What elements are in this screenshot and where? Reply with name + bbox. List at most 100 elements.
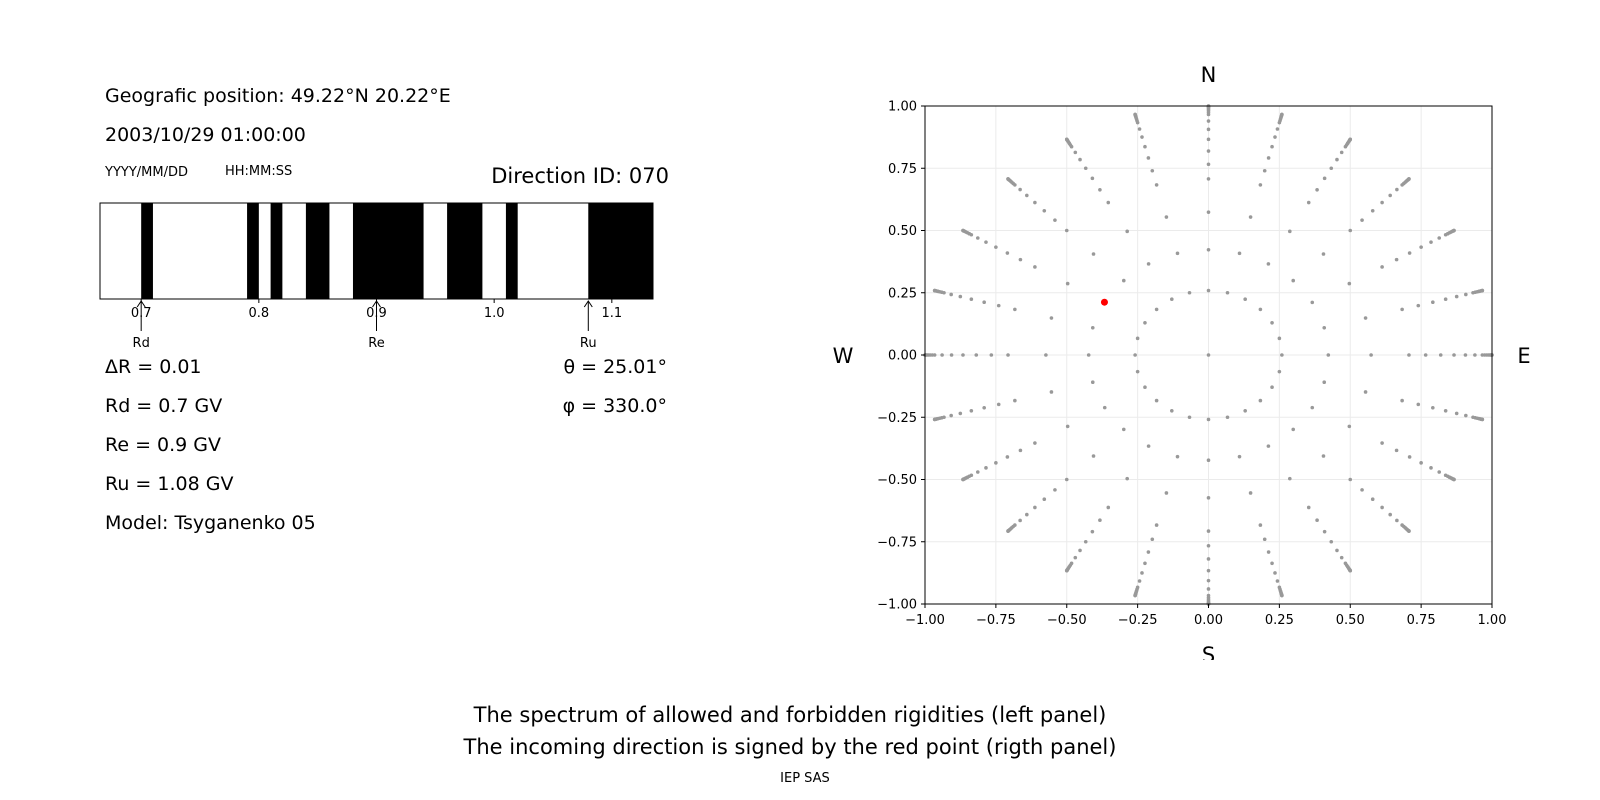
- direction-grid-point: [982, 300, 986, 305]
- direction-grid-point: [1369, 353, 1373, 357]
- direction-grid-point: [1262, 537, 1267, 542]
- direction-grid-point: [1248, 491, 1253, 495]
- delta-r-value: ΔR = 0.01: [105, 356, 202, 378]
- direction-grid-point: [932, 417, 937, 422]
- direction-grid-point: [1407, 455, 1412, 459]
- direction-grid-point: [1452, 228, 1456, 233]
- direction-grid-point: [1363, 316, 1368, 320]
- compass-west: W: [833, 344, 854, 368]
- direction-grid-point: [989, 353, 994, 357]
- direction-grid-point: [1273, 571, 1277, 575]
- direction-grid-point: [1407, 353, 1411, 357]
- direction-grid-point: [1306, 200, 1311, 205]
- direction-grid-point: [1206, 543, 1211, 548]
- direction-grid-point: [1431, 405, 1435, 410]
- direction-grid-point: [1394, 448, 1399, 453]
- direction-grid-point: [1206, 529, 1211, 533]
- direction-grid-point: [1347, 281, 1352, 286]
- direction-grid-point: [1106, 200, 1111, 205]
- marker-arrow-head: [136, 300, 146, 308]
- x-tick-label: 1.00: [1478, 613, 1507, 628]
- direction-grid-point: [1258, 183, 1263, 187]
- direction-grid-point: [1140, 135, 1144, 139]
- direction-grid-point: [1018, 518, 1022, 523]
- direction-grid-point: [1018, 187, 1022, 192]
- direction-grid-point: [1098, 518, 1102, 522]
- direction-grid-point: [1206, 288, 1211, 293]
- direction-grid-point: [1275, 127, 1280, 131]
- direction-grid-point: [1321, 454, 1326, 458]
- direction-grid-point: [1042, 497, 1047, 502]
- direction-grid-point: [1258, 523, 1263, 527]
- marker-arrow-head: [372, 300, 381, 308]
- direction-grid-point: [958, 294, 963, 299]
- direction-grid-points: [923, 104, 1494, 606]
- direction-grid-point: [1206, 578, 1211, 583]
- direction-grid-point: [1322, 529, 1327, 534]
- direction-grid-point: [1091, 252, 1096, 256]
- direction-grid-point: [1407, 177, 1411, 181]
- rigidity-spectrum-chart: 0.7 0.8 0.9 1.0 1.1 Rd Re Ru: [99, 202, 654, 351]
- direction-grid-point: [996, 402, 1001, 407]
- direction-grid-point: [1243, 409, 1247, 413]
- compass-south: S: [1202, 643, 1215, 660]
- direction-grid-point: [1443, 297, 1448, 301]
- direction-grid-point: [1400, 307, 1404, 312]
- marker-arrow-head: [583, 300, 593, 308]
- forbidden-band: [247, 203, 259, 299]
- direction-grid-point: [1102, 405, 1107, 410]
- direction-grid-point: [1419, 461, 1423, 465]
- direction-grid-point: [1033, 441, 1037, 445]
- direction-grid-point: [1133, 353, 1137, 357]
- spectrum-markers: Rd Re Ru: [133, 300, 597, 351]
- direction-grid-point: [1133, 593, 1137, 598]
- spectrum-ticks: 0.7 0.8 0.9 1.0 1.1: [131, 299, 622, 321]
- y-tick-label: 0.00: [888, 349, 917, 364]
- direction-grid-point: [1335, 548, 1339, 553]
- direction-grid-point: [1306, 505, 1311, 510]
- direction-grid-point: [1154, 183, 1159, 187]
- direction-grid-point: [1146, 156, 1151, 160]
- direction-grid-point: [1064, 137, 1069, 142]
- direction-grid-point: [1206, 557, 1211, 561]
- direction-grid-point: [1033, 265, 1037, 269]
- direction-grid-point: [1437, 236, 1442, 240]
- direction-grid-point: [1463, 353, 1468, 357]
- direction-grid-point: [1429, 466, 1433, 470]
- direction-grid-point: [1348, 568, 1353, 573]
- direction-grid-point: [1225, 290, 1230, 295]
- direction-grid-point: [1400, 398, 1404, 403]
- direction-grid-point: [1170, 297, 1174, 301]
- direction-grid-point: [1248, 215, 1253, 219]
- direction-grid-point: [1025, 512, 1029, 517]
- direction-grid-point: [1175, 454, 1180, 459]
- direction-grid-point: [1464, 413, 1468, 418]
- direction-grid-point: [1083, 166, 1088, 171]
- forbidden-band: [588, 203, 653, 299]
- x-tick-label: −0.50: [1047, 613, 1087, 628]
- direction-grid-point: [1206, 458, 1211, 463]
- direction-grid-point: [1135, 336, 1140, 341]
- direction-grid-point: [1135, 369, 1140, 374]
- direction-scatter-chart: −1.00 −0.75 −0.50 −0.25 0.00 0.25 0.50 0.75 1.00…: [833, 63, 1531, 660]
- direction-grid-point: [1266, 550, 1271, 554]
- direction-grid-point: [984, 240, 988, 244]
- direction-grid-point: [1360, 218, 1364, 222]
- direction-grid-point: [961, 353, 965, 357]
- direction-id: Direction ID: 070: [491, 164, 669, 188]
- direction-grid-point: [1090, 176, 1095, 181]
- direction-grid-point: [1348, 137, 1353, 142]
- x-tick-label: −0.75: [976, 613, 1016, 628]
- direction-grid-point: [975, 470, 980, 474]
- direction-grid-point: [1419, 245, 1423, 249]
- y-tick-label: 0.25: [888, 286, 917, 301]
- direction-grid-point: [1098, 188, 1102, 192]
- incoming-direction-point: [1100, 298, 1108, 306]
- direction-grid-point: [1187, 415, 1192, 420]
- direction-grid-point: [1006, 177, 1010, 181]
- geographic-position: Geografic position: 49.22°N 20.22°E: [105, 85, 451, 107]
- direction-grid-point: [1380, 441, 1384, 445]
- direction-grid-point: [1073, 555, 1078, 560]
- direction-grid-point: [1275, 579, 1280, 583]
- direction-grid-point: [1407, 251, 1412, 255]
